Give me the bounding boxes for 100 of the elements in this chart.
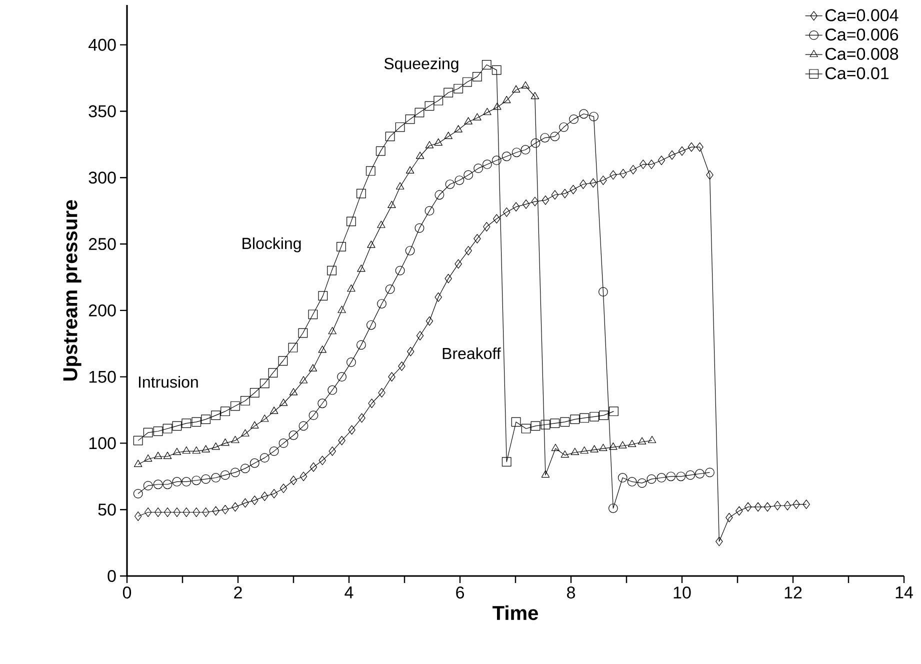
point bbox=[143, 428, 153, 438]
point bbox=[434, 190, 444, 200]
point bbox=[424, 206, 434, 216]
point bbox=[162, 424, 172, 434]
point bbox=[211, 410, 220, 420]
point bbox=[618, 441, 627, 448]
point bbox=[260, 414, 269, 422]
point bbox=[425, 141, 434, 148]
point bbox=[454, 176, 464, 185]
point bbox=[220, 470, 230, 480]
point bbox=[357, 264, 366, 272]
point bbox=[211, 473, 220, 482]
point bbox=[444, 132, 452, 139]
y-tick-label: 150 bbox=[89, 370, 116, 383]
point bbox=[445, 180, 455, 189]
x-tick-label: 12 bbox=[784, 586, 802, 598]
point bbox=[201, 414, 211, 424]
point bbox=[540, 420, 550, 430]
point bbox=[493, 102, 502, 110]
point bbox=[434, 138, 442, 146]
point bbox=[133, 436, 143, 446]
point bbox=[482, 160, 492, 170]
point bbox=[502, 152, 512, 162]
point bbox=[134, 460, 142, 467]
x-tick-label: 8 bbox=[567, 586, 575, 599]
point bbox=[260, 378, 270, 388]
point bbox=[153, 480, 163, 490]
point bbox=[144, 454, 152, 462]
x-tick-label: 10 bbox=[674, 586, 691, 599]
point bbox=[551, 444, 560, 452]
point bbox=[414, 223, 424, 233]
y-tick-label: 300 bbox=[88, 172, 116, 184]
point bbox=[250, 421, 259, 428]
point bbox=[172, 421, 182, 431]
legend-label: Ca=0.01 bbox=[825, 67, 889, 80]
point bbox=[416, 152, 424, 159]
point bbox=[686, 470, 696, 480]
point bbox=[250, 388, 260, 398]
point bbox=[637, 478, 647, 488]
point bbox=[599, 410, 608, 420]
point bbox=[318, 291, 328, 301]
point bbox=[172, 448, 182, 456]
point bbox=[367, 240, 376, 248]
point bbox=[521, 81, 530, 88]
point bbox=[172, 477, 182, 486]
point bbox=[676, 472, 686, 482]
x-tick-label: 4 bbox=[344, 586, 354, 598]
point bbox=[182, 477, 192, 486]
point bbox=[346, 358, 356, 367]
point bbox=[405, 114, 415, 124]
point bbox=[220, 406, 230, 416]
point bbox=[454, 125, 462, 132]
point bbox=[202, 445, 210, 452]
point bbox=[580, 446, 588, 454]
point bbox=[570, 414, 580, 424]
y-tick-label: 350 bbox=[88, 105, 116, 118]
y-tick-label: 200 bbox=[88, 304, 116, 316]
point bbox=[589, 112, 598, 122]
point bbox=[377, 220, 386, 228]
point bbox=[405, 246, 415, 256]
point bbox=[143, 481, 153, 490]
point bbox=[559, 122, 568, 132]
y-axis-title: Upstream pressure bbox=[63, 200, 82, 380]
point bbox=[241, 429, 250, 436]
point bbox=[385, 284, 395, 294]
point bbox=[395, 122, 405, 132]
point bbox=[560, 450, 570, 458]
point bbox=[580, 413, 590, 423]
point bbox=[502, 96, 511, 104]
point bbox=[570, 448, 579, 456]
point bbox=[250, 458, 260, 468]
point bbox=[598, 287, 608, 297]
point bbox=[299, 376, 308, 384]
point bbox=[638, 437, 646, 444]
point bbox=[648, 436, 656, 444]
point bbox=[192, 446, 200, 454]
point bbox=[376, 146, 386, 156]
point bbox=[395, 266, 405, 276]
point bbox=[338, 306, 346, 313]
point bbox=[511, 417, 521, 427]
point bbox=[666, 472, 676, 482]
point bbox=[464, 170, 474, 180]
point bbox=[240, 464, 250, 474]
point bbox=[695, 469, 704, 478]
point bbox=[221, 438, 230, 446]
point bbox=[269, 446, 279, 456]
point bbox=[396, 182, 404, 190]
point bbox=[579, 109, 588, 119]
annotation: Blocking bbox=[242, 237, 301, 252]
point bbox=[541, 470, 550, 478]
y-tick-label: 400 bbox=[88, 38, 116, 51]
point bbox=[182, 446, 190, 454]
x-tick-label: 6 bbox=[456, 586, 464, 599]
point bbox=[530, 138, 540, 148]
point bbox=[336, 242, 346, 252]
point bbox=[705, 468, 714, 478]
point bbox=[337, 372, 346, 382]
point bbox=[462, 77, 472, 87]
annotation: Intrusion bbox=[138, 376, 198, 388]
point bbox=[289, 388, 298, 396]
